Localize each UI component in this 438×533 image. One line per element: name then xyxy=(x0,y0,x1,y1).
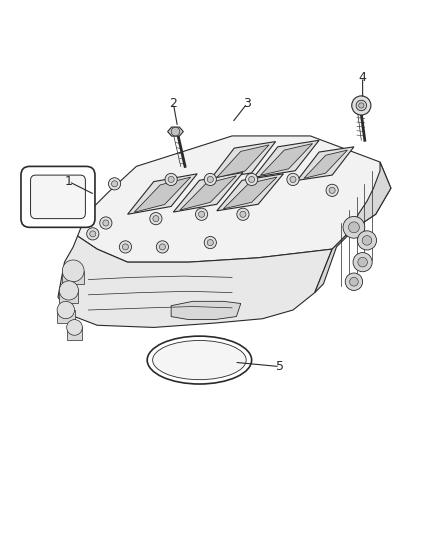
Polygon shape xyxy=(217,145,269,177)
Ellipse shape xyxy=(152,341,246,379)
Polygon shape xyxy=(260,143,313,175)
Circle shape xyxy=(358,257,367,267)
Polygon shape xyxy=(58,236,332,327)
Text: 2: 2 xyxy=(170,97,177,110)
Circle shape xyxy=(246,173,258,185)
Circle shape xyxy=(119,241,131,253)
Circle shape xyxy=(171,127,180,136)
Circle shape xyxy=(122,244,128,250)
Circle shape xyxy=(150,213,162,225)
Polygon shape xyxy=(254,140,319,177)
Circle shape xyxy=(290,176,296,182)
Circle shape xyxy=(90,231,96,237)
Polygon shape xyxy=(297,147,354,180)
Circle shape xyxy=(67,320,82,335)
Circle shape xyxy=(103,220,109,226)
Circle shape xyxy=(153,215,159,222)
Circle shape xyxy=(359,103,364,108)
Polygon shape xyxy=(62,271,84,284)
Circle shape xyxy=(159,244,166,250)
Polygon shape xyxy=(217,174,283,211)
Text: 3: 3 xyxy=(244,97,251,110)
Circle shape xyxy=(204,237,216,249)
Polygon shape xyxy=(180,176,237,210)
FancyBboxPatch shape xyxy=(31,175,85,219)
Circle shape xyxy=(109,177,120,190)
Polygon shape xyxy=(57,310,74,323)
Circle shape xyxy=(62,260,84,282)
Text: 5: 5 xyxy=(276,360,284,373)
Polygon shape xyxy=(127,174,197,214)
Polygon shape xyxy=(59,290,78,303)
Circle shape xyxy=(343,216,365,238)
Circle shape xyxy=(287,173,299,185)
Circle shape xyxy=(362,236,372,245)
Circle shape xyxy=(240,211,246,217)
Polygon shape xyxy=(78,136,391,262)
Circle shape xyxy=(350,277,358,286)
Polygon shape xyxy=(173,173,243,212)
Ellipse shape xyxy=(147,336,252,384)
Polygon shape xyxy=(315,162,391,293)
Circle shape xyxy=(326,184,338,197)
Text: 1: 1 xyxy=(65,175,73,188)
Polygon shape xyxy=(67,327,82,341)
Circle shape xyxy=(87,228,99,240)
Circle shape xyxy=(57,301,74,319)
Circle shape xyxy=(100,217,112,229)
Text: 4: 4 xyxy=(359,71,367,84)
Polygon shape xyxy=(304,150,347,179)
Circle shape xyxy=(249,176,254,182)
Polygon shape xyxy=(171,301,241,320)
Circle shape xyxy=(237,208,249,220)
Polygon shape xyxy=(223,177,277,209)
Circle shape xyxy=(207,239,213,246)
Circle shape xyxy=(198,211,205,217)
Circle shape xyxy=(329,187,335,193)
Circle shape xyxy=(207,176,213,182)
FancyBboxPatch shape xyxy=(21,166,95,228)
Circle shape xyxy=(357,231,377,250)
Circle shape xyxy=(156,241,169,253)
Polygon shape xyxy=(134,177,191,212)
Circle shape xyxy=(353,253,372,272)
Polygon shape xyxy=(210,142,276,180)
Circle shape xyxy=(168,176,174,182)
Circle shape xyxy=(349,222,359,233)
Circle shape xyxy=(356,100,367,111)
Circle shape xyxy=(165,173,177,185)
Circle shape xyxy=(204,173,216,185)
Circle shape xyxy=(195,208,208,220)
Circle shape xyxy=(59,281,78,300)
Circle shape xyxy=(112,181,117,187)
Circle shape xyxy=(352,96,371,115)
Circle shape xyxy=(345,273,363,290)
Polygon shape xyxy=(168,127,184,136)
